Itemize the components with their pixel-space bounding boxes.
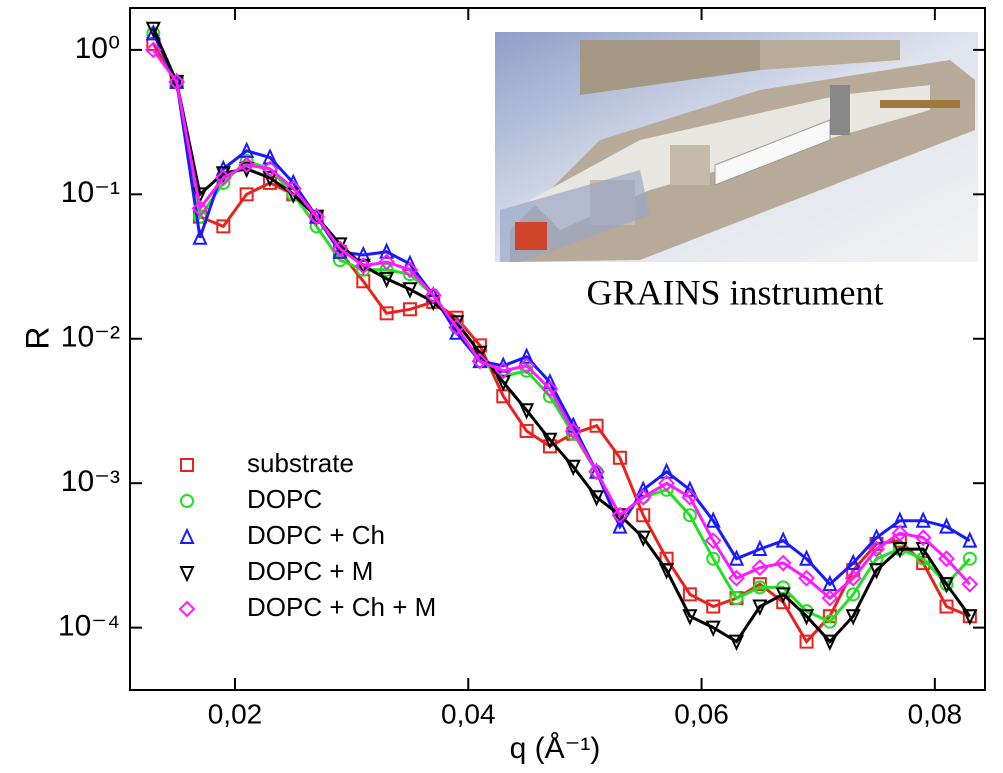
legend-marker xyxy=(181,567,193,580)
legend-marker xyxy=(180,602,194,616)
y-tick-label: 10⁻⁴ xyxy=(58,610,120,643)
x-tick-label: 0,02 xyxy=(208,698,263,729)
x-tick-label: 0,04 xyxy=(441,698,496,729)
legend-marker xyxy=(181,530,193,543)
y-tick-label: 10⁻¹ xyxy=(61,176,120,209)
inset-caption: GRAINS instrument xyxy=(587,272,884,312)
legend-label: DOPC + Ch xyxy=(247,520,385,550)
legend-label: DOPC + M xyxy=(247,556,373,586)
legend-marker xyxy=(181,495,193,507)
x-tick-label: 0,06 xyxy=(674,698,729,729)
legend-marker xyxy=(181,459,193,471)
legend-label: DOPC xyxy=(247,484,322,514)
marker xyxy=(964,553,976,565)
legend-label: substrate xyxy=(247,448,354,478)
chart: GRAINS instrument q (Å⁻¹) R 0,02 0,04 0,06… xyxy=(0,0,1003,773)
y-tick-label: 10⁰ xyxy=(75,32,120,65)
x-axis-label: q (Å⁻¹) xyxy=(510,732,601,765)
y-tick-label: 10⁻³ xyxy=(61,465,120,498)
y-tick-label: 10⁻² xyxy=(61,321,120,354)
x-tick-label: 0,08 xyxy=(908,698,963,729)
legend-label: DOPC + Ch + M xyxy=(247,592,436,622)
instrument-image xyxy=(495,32,978,262)
y-axis-label: R xyxy=(19,326,55,349)
